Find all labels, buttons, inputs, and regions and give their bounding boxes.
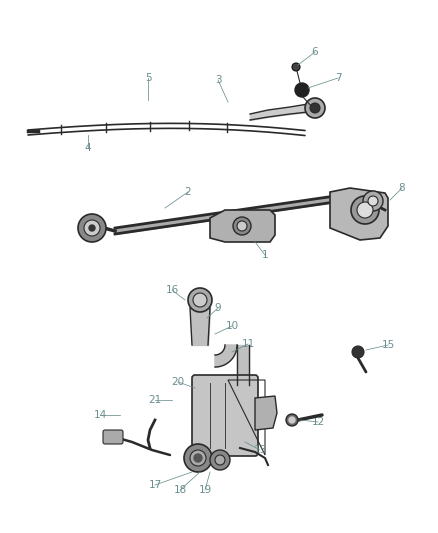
Circle shape <box>188 288 212 312</box>
Text: 19: 19 <box>198 485 212 495</box>
Circle shape <box>194 454 202 462</box>
Text: 10: 10 <box>226 321 239 331</box>
Polygon shape <box>215 345 237 367</box>
Circle shape <box>295 83 309 97</box>
Text: 7: 7 <box>335 73 341 83</box>
Circle shape <box>193 293 207 307</box>
Text: 11: 11 <box>241 339 254 349</box>
Circle shape <box>357 202 373 218</box>
FancyBboxPatch shape <box>192 375 258 456</box>
Circle shape <box>305 98 325 118</box>
Text: 17: 17 <box>148 480 162 490</box>
Circle shape <box>351 196 379 224</box>
FancyBboxPatch shape <box>103 430 123 444</box>
Circle shape <box>89 225 95 231</box>
Circle shape <box>289 417 295 423</box>
Circle shape <box>215 455 225 465</box>
Circle shape <box>210 450 230 470</box>
Polygon shape <box>330 188 388 240</box>
Text: 16: 16 <box>166 285 179 295</box>
Text: 21: 21 <box>148 395 162 405</box>
Polygon shape <box>255 396 277 430</box>
Text: 4: 4 <box>85 143 91 153</box>
Circle shape <box>286 414 298 426</box>
Text: 13: 13 <box>253 445 267 455</box>
Text: 8: 8 <box>399 183 405 193</box>
Text: 14: 14 <box>93 410 106 420</box>
Circle shape <box>184 444 212 472</box>
Text: 12: 12 <box>311 417 325 427</box>
Text: 9: 9 <box>215 303 221 313</box>
Circle shape <box>363 191 383 211</box>
Text: 5: 5 <box>145 73 151 83</box>
Polygon shape <box>210 210 275 242</box>
Circle shape <box>233 217 251 235</box>
Circle shape <box>84 220 100 236</box>
Text: 2: 2 <box>185 187 191 197</box>
Circle shape <box>78 214 106 242</box>
Circle shape <box>368 196 378 206</box>
Circle shape <box>310 103 320 113</box>
Circle shape <box>237 221 247 231</box>
Text: 6: 6 <box>312 47 318 57</box>
Text: 18: 18 <box>173 485 187 495</box>
Text: 1: 1 <box>261 250 268 260</box>
Text: 15: 15 <box>381 340 395 350</box>
Circle shape <box>292 63 300 71</box>
Text: 20: 20 <box>171 377 184 387</box>
Text: 3: 3 <box>215 75 221 85</box>
Circle shape <box>190 450 206 466</box>
Circle shape <box>352 346 364 358</box>
